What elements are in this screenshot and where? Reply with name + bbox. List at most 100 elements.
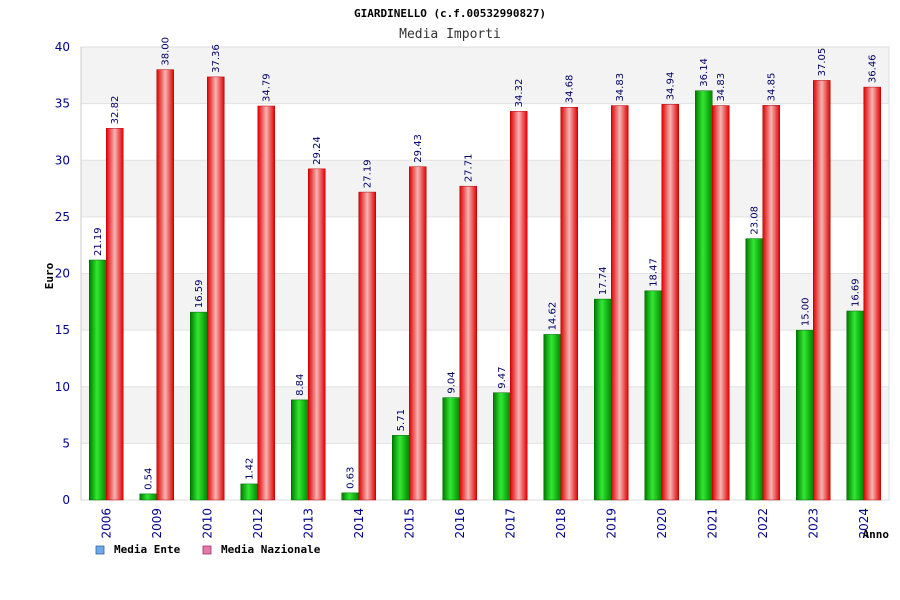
data-label: 27.71 xyxy=(464,154,475,183)
bar-media-ente xyxy=(745,238,763,501)
data-label: 37.36 xyxy=(211,44,222,73)
y-tick-label: 15 xyxy=(55,323,70,337)
legend-swatch-media-ente xyxy=(95,545,105,555)
bar-media-nazionale xyxy=(762,105,780,501)
axes xyxy=(80,46,890,501)
data-label: 0.63 xyxy=(346,467,357,489)
data-label: 27.19 xyxy=(363,159,374,188)
bar-media-nazionale xyxy=(813,80,831,501)
x-tick-label: 2021 xyxy=(705,508,719,539)
x-tick-label: 2012 xyxy=(251,508,265,539)
data-label: 36.46 xyxy=(868,54,879,83)
data-label: 1.42 xyxy=(245,458,256,480)
y-tick-label: 10 xyxy=(55,380,70,394)
data-label: 36.14 xyxy=(699,58,710,87)
y-tick-label: 35 xyxy=(55,97,70,111)
bar-media-ente xyxy=(796,329,814,501)
bar-media-nazionale xyxy=(257,105,275,501)
data-label: 29.24 xyxy=(312,136,323,165)
data-label: 14.62 xyxy=(548,302,559,331)
bar-media-ente xyxy=(695,90,713,501)
bar-media-ente xyxy=(442,397,460,501)
x-tick-label: 2016 xyxy=(453,508,467,539)
data-label: 0.54 xyxy=(144,468,155,490)
y-tick-label: 5 xyxy=(62,436,70,450)
bar-media-nazionale xyxy=(207,76,225,501)
data-label: 34.83 xyxy=(716,73,727,102)
bar-media-nazionale xyxy=(358,191,376,501)
legend-label-media-ente: Media Ente xyxy=(114,543,181,556)
data-label: 37.05 xyxy=(817,48,828,77)
value-labels: 21.19 32.82 0.54 38.00 16.59 37.36 1.42 34.79 8.… xyxy=(93,37,879,490)
data-label: 34.83 xyxy=(615,73,626,102)
bar-media-ente xyxy=(392,435,410,501)
data-label: 34.32 xyxy=(514,79,525,108)
data-label: 23.08 xyxy=(750,206,761,235)
bar-media-nazionale xyxy=(560,106,578,501)
y-tick-labels: 0 5 10 15 20 25 30 35 40 xyxy=(55,40,70,507)
bar-media-ente xyxy=(846,310,864,501)
bar-media-nazionale xyxy=(106,128,124,501)
legend: Media Ente Media Nazionale xyxy=(95,543,321,556)
x-tick-label: 2014 xyxy=(352,508,366,539)
data-label: 29.43 xyxy=(413,134,424,163)
bars xyxy=(89,69,881,501)
data-label: 34.68 xyxy=(565,75,576,104)
bar-media-nazionale xyxy=(409,166,427,501)
bar-media-ente xyxy=(291,399,309,501)
bar-media-ente xyxy=(644,290,662,501)
bar-media-nazionale xyxy=(510,111,528,501)
y-tick-label: 30 xyxy=(55,153,70,167)
bar-media-ente xyxy=(139,493,157,501)
x-tick-label: 2022 xyxy=(756,508,770,539)
legend-label-media-nazionale: Media Nazionale xyxy=(221,543,321,556)
y-tick-label: 40 xyxy=(55,40,70,54)
data-label: 9.04 xyxy=(447,371,458,393)
y-tick-label: 20 xyxy=(55,267,70,281)
bar-media-ente xyxy=(493,392,511,501)
x-tick-label: 2006 xyxy=(99,508,113,539)
data-label: 5.71 xyxy=(396,409,407,431)
data-label: 18.47 xyxy=(649,258,660,287)
bar-media-ente xyxy=(190,311,208,501)
bar-media-nazionale xyxy=(308,168,326,501)
x-tick-label: 2009 xyxy=(150,508,164,539)
x-tick-label: 2024 xyxy=(857,508,871,539)
x-tick-label: 2010 xyxy=(200,508,214,539)
bar-media-ente xyxy=(594,298,612,501)
bar-media-ente xyxy=(240,483,258,501)
y-tick-label: 0 xyxy=(62,493,70,507)
data-label: 16.59 xyxy=(194,279,205,308)
x-tick-label: 2019 xyxy=(604,508,618,539)
data-label: 16.69 xyxy=(851,278,862,307)
data-label: 15.00 xyxy=(800,297,811,326)
data-label: 17.74 xyxy=(598,266,609,295)
x-tick-label: 2017 xyxy=(503,508,517,539)
x-tick-label: 2018 xyxy=(554,508,568,539)
bar-media-nazionale xyxy=(661,104,679,501)
bar-media-nazionale xyxy=(156,69,174,501)
bar-media-nazionale xyxy=(863,86,881,501)
data-label: 9.47 xyxy=(497,366,508,388)
data-label: 8.84 xyxy=(295,374,306,396)
bar-media-ente xyxy=(89,259,107,501)
legend-swatch-media-nazionale xyxy=(202,545,212,555)
bar-media-ente xyxy=(341,492,359,501)
y-tick-label: 25 xyxy=(55,210,70,224)
x-tick-label: 2023 xyxy=(806,508,820,539)
bar-media-nazionale xyxy=(611,105,629,501)
x-tick-labels: 2006 2009 2010 2012 2013 2014 2015 2016 2017 2018… xyxy=(99,508,871,539)
chart-subtitle: Media Importi xyxy=(399,27,501,42)
bar-media-nazionale xyxy=(459,185,477,501)
data-label: 34.79 xyxy=(262,73,273,102)
data-label: 21.19 xyxy=(93,227,104,256)
data-label: 32.82 xyxy=(110,96,121,125)
x-tick-label: 2020 xyxy=(655,508,669,539)
bar-media-ente xyxy=(543,334,561,501)
bar-media-nazionale xyxy=(712,105,730,501)
x-axis-label: Anno xyxy=(863,528,890,541)
data-label: 38.00 xyxy=(161,37,172,66)
data-label: 34.94 xyxy=(666,72,677,101)
chart-title: GIARDINELLO (c.f.00532990827) xyxy=(354,7,546,20)
